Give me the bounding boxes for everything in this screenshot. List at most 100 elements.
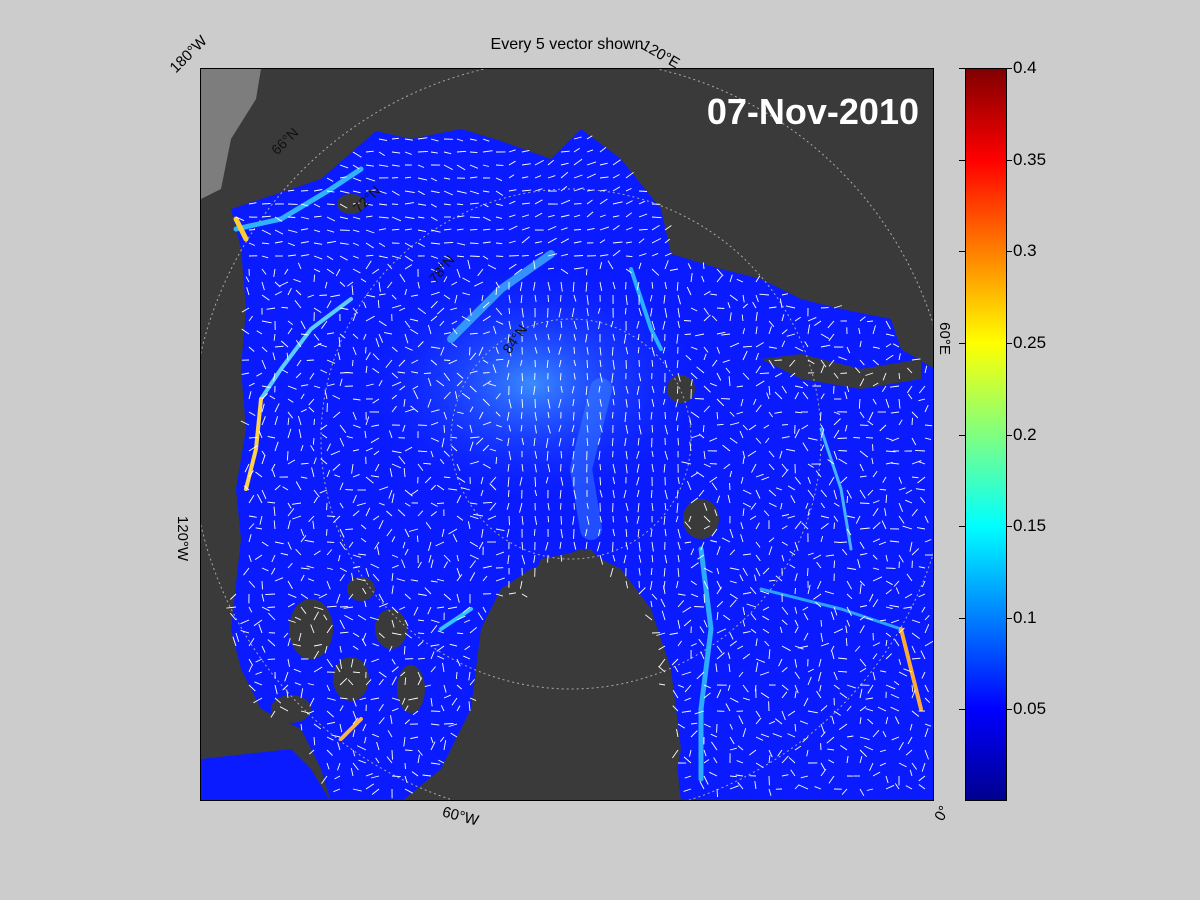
drift-vector: [326, 255, 334, 261]
drift-vector: [794, 520, 802, 530]
drift-vector: [572, 515, 575, 525]
drift-vector: [664, 424, 668, 435]
drift-vector: [356, 578, 367, 582]
drift-vector: [391, 346, 398, 352]
drift-vector: [683, 756, 692, 764]
drift-vector: [448, 488, 458, 491]
drift-vector: [437, 630, 445, 634]
drift-vector: [293, 278, 302, 283]
drift-vector: [599, 162, 608, 166]
drift-vector: [924, 404, 929, 413]
drift-vector: [636, 489, 640, 498]
drift-vector: [417, 341, 424, 348]
drift-vector: [677, 294, 681, 305]
drift-vector: [371, 658, 380, 663]
drift-vector: [781, 525, 788, 530]
drift-vector: [334, 775, 341, 780]
drift-vector: [521, 176, 529, 179]
drift-vector: [443, 177, 451, 180]
drift-vector: [911, 437, 917, 446]
drift-vector: [300, 574, 305, 582]
drift-vector: [755, 762, 764, 768]
drift-vector: [430, 280, 438, 283]
drift-vector: [649, 580, 653, 590]
drift-vector: [461, 316, 471, 322]
drift-vector: [859, 359, 865, 366]
drift-vector: [533, 528, 536, 536]
drift-vector: [326, 721, 336, 725]
drift-vector: [365, 150, 374, 153]
drift-vector: [352, 473, 360, 478]
drift-vector: [313, 593, 321, 596]
drift-vector: [469, 424, 473, 433]
drift-vector: [571, 307, 575, 317]
drift-vector: [339, 164, 349, 169]
drift-vector: [898, 419, 903, 426]
drift-vector: [838, 657, 848, 660]
drift-vector: [736, 385, 744, 388]
drift-vector: [438, 759, 445, 764]
drift-vector: [807, 552, 814, 556]
drift-vector: [573, 214, 581, 218]
drift-vector: [762, 628, 770, 634]
drift-vector: [846, 593, 853, 600]
open-ocean-region: [201, 69, 261, 199]
drift-vector: [846, 495, 849, 504]
drift-vector: [261, 593, 265, 602]
drift-vector: [430, 203, 437, 208]
drift-vector: [451, 445, 458, 452]
drift-vector: [599, 411, 602, 420]
drift-vector: [452, 328, 458, 335]
drift-vector: [573, 229, 582, 231]
drift-vector: [625, 294, 628, 305]
drift-vector: [911, 619, 921, 624]
drift-vector: [391, 372, 399, 379]
drift-vector: [495, 424, 502, 428]
drift-vector: [676, 359, 679, 369]
drift-vector: [694, 398, 705, 400]
drift-vector: [677, 593, 686, 596]
drift-vector: [318, 593, 328, 599]
drift-vector: [391, 606, 399, 614]
drift-vector: [755, 662, 759, 673]
drift-vector: [244, 463, 250, 473]
drift-vector: [430, 559, 434, 569]
drift-vector: [402, 541, 406, 549]
drift-vector: [417, 510, 424, 517]
drift-vector: [308, 406, 315, 413]
drift-vector: [586, 320, 589, 331]
drift-vector: [768, 359, 775, 369]
drift-vector: [547, 294, 549, 303]
drift-vector: [573, 294, 577, 302]
drift-vector: [352, 151, 362, 158]
drift-vector: [482, 606, 487, 613]
drift-vector: [248, 684, 256, 692]
drift-vector: [378, 216, 389, 219]
drift-vector: [907, 736, 913, 745]
drift-vector: [391, 151, 401, 154]
drift-vector: [677, 600, 685, 608]
drift-vector: [754, 781, 757, 790]
drift-vector: [867, 420, 874, 426]
drift-vector: [727, 652, 731, 660]
drift-vector: [443, 740, 447, 751]
drift-vector: [794, 385, 804, 389]
drift-vector: [417, 242, 425, 247]
drift-vector: [858, 398, 861, 409]
drift-vector: [651, 541, 654, 552]
drift-vector: [404, 346, 413, 351]
drift-vector: [261, 281, 265, 291]
drift-vector: [521, 541, 524, 551]
drift-vector: [435, 541, 445, 547]
drift-vector: [664, 225, 672, 231]
drift-vector: [248, 411, 256, 416]
drift-vector: [469, 502, 478, 505]
drift-vector: [468, 701, 471, 712]
drift-vector: [924, 365, 928, 374]
drift-vector: [833, 671, 838, 680]
drift-vector: [443, 241, 454, 244]
drift-vector: [872, 671, 876, 681]
drift-vector: [651, 281, 654, 289]
drift-vector: [859, 502, 870, 504]
drift-vector: [820, 523, 829, 530]
